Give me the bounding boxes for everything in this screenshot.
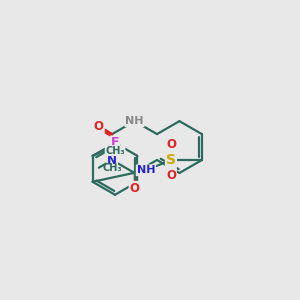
Text: N: N [107,154,117,166]
Text: CH₃: CH₃ [102,163,122,173]
Text: F: F [111,136,119,149]
Text: O: O [166,169,176,182]
Text: O: O [130,182,140,195]
Text: CH₃: CH₃ [105,146,125,156]
Text: NH: NH [125,116,144,126]
Text: S: S [166,153,176,167]
Text: O: O [166,138,176,151]
Text: O: O [94,120,104,133]
Text: NH: NH [137,165,155,175]
